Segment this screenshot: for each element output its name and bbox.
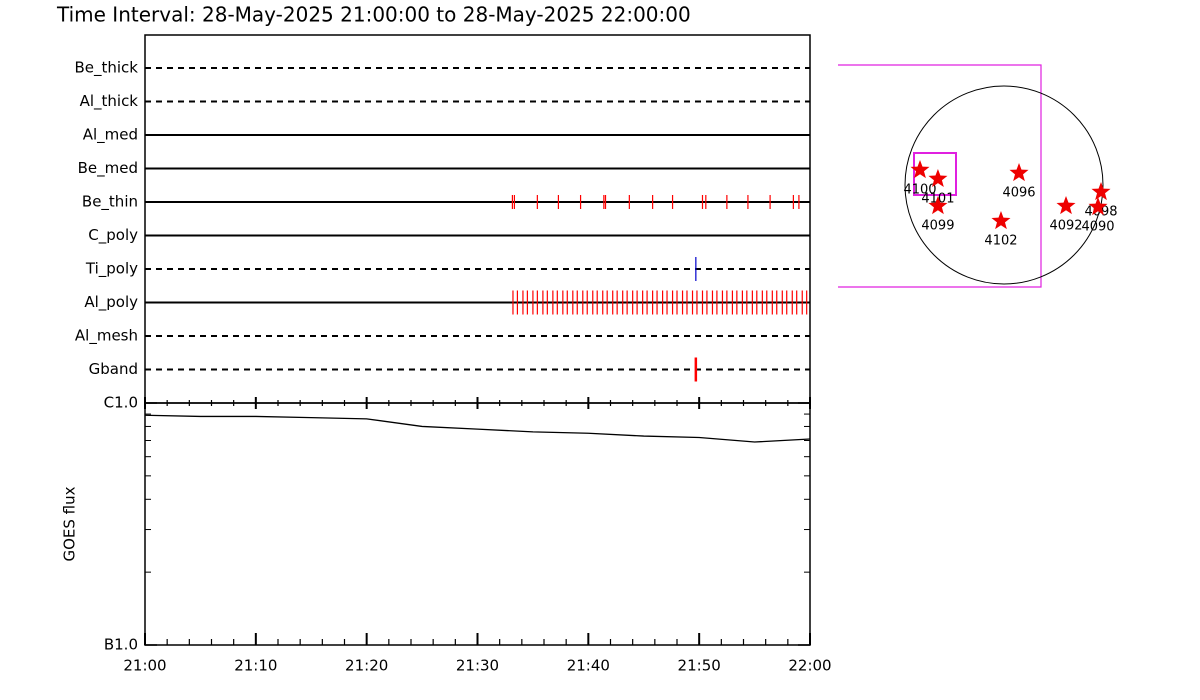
filter-label: Ti_poly bbox=[85, 260, 138, 279]
x-tick-label: 21:10 bbox=[234, 657, 277, 675]
filter-label: Al_med bbox=[83, 126, 138, 145]
region-label: 4099 bbox=[921, 219, 954, 234]
x-tick-label: 21:00 bbox=[123, 657, 166, 675]
filter-label: Al_mesh bbox=[75, 327, 138, 346]
filter-label: Be_thin bbox=[82, 193, 138, 212]
region-label: 4090 bbox=[1081, 219, 1114, 234]
filter-label: Al_poly bbox=[84, 293, 138, 312]
timeline-frame bbox=[144, 34, 811, 404]
goes-curve bbox=[144, 414, 811, 443]
x-tick-label: 21:50 bbox=[678, 657, 721, 675]
region-star bbox=[1009, 163, 1029, 182]
filter-label: Gband bbox=[89, 360, 138, 378]
fov-box bbox=[838, 64, 1042, 288]
region-star bbox=[1056, 196, 1076, 215]
x-tick-label: 21:30 bbox=[456, 657, 499, 675]
region-label: 4092 bbox=[1049, 219, 1082, 234]
x-tick-label: 21:20 bbox=[345, 657, 388, 675]
y-axis-label: GOES flux bbox=[61, 486, 79, 561]
chart-title: Time Interval: 28-May-2025 21:00:00 to 2… bbox=[56, 3, 691, 27]
filter-label: C_poly bbox=[88, 226, 138, 245]
filter-label: Al_thick bbox=[80, 92, 139, 111]
target-box bbox=[913, 152, 957, 196]
y-tick-label: B1.0 bbox=[104, 636, 138, 654]
region-star bbox=[928, 196, 948, 215]
region-label: 4100 bbox=[903, 182, 936, 197]
solar-disk bbox=[904, 85, 1104, 285]
region-label: 4096 bbox=[1002, 186, 1035, 201]
y-tick-label: C1.0 bbox=[104, 394, 138, 412]
filter-label: Be_med bbox=[78, 159, 138, 178]
x-tick-label: 21:40 bbox=[567, 657, 610, 675]
filter-label: Be_thick bbox=[74, 59, 138, 78]
x-tick-label: 22:00 bbox=[788, 657, 831, 675]
region-star bbox=[991, 211, 1011, 230]
region-star bbox=[910, 159, 930, 179]
region-star bbox=[928, 168, 948, 188]
region-star bbox=[1088, 196, 1108, 216]
region-star bbox=[1091, 181, 1111, 201]
goes-frame bbox=[144, 402, 811, 646]
region-label: 4102 bbox=[984, 234, 1017, 249]
